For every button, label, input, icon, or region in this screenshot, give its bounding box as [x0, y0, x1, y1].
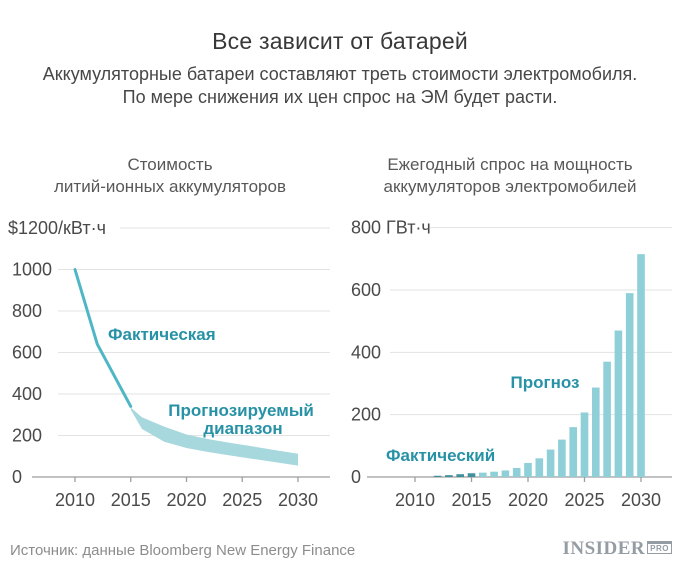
y-tick-label: 800 — [12, 301, 42, 321]
unit-label: $1200/кВт·ч — [8, 218, 106, 238]
series-label: Фактическая — [108, 325, 216, 344]
x-tick-label: 2030 — [278, 490, 318, 510]
x-tick-label: 2010 — [395, 490, 435, 510]
left-chart-title-line-1: Стоимость — [127, 155, 213, 174]
x-tick-label: 2020 — [166, 490, 206, 510]
series-label: Фактический — [386, 446, 495, 465]
page-title: Все зависит от батарей — [212, 28, 468, 54]
demand-bar-2023 — [558, 439, 566, 477]
right-chart-title-line-2: аккумуляторов электромобилей — [383, 177, 637, 196]
demand-bar-2012 — [433, 475, 442, 477]
demand-bar-2016 — [479, 472, 487, 477]
logo-pro-badge: PRO — [647, 541, 672, 554]
actual-cost-line — [73, 268, 133, 408]
x-tick-label: 2020 — [508, 490, 548, 510]
x-tick-label: 2015 — [451, 490, 491, 510]
demand-bar-2029 — [625, 293, 634, 477]
demand-bar-2028 — [614, 330, 623, 477]
demand-bar-2018 — [501, 470, 510, 477]
demand-bar-2024 — [569, 427, 577, 477]
x-tick-label: 2010 — [55, 490, 95, 510]
left-chart-title: Стоимость литий-ионных аккумуляторов — [5, 154, 335, 198]
x-tick-label: 2030 — [621, 490, 661, 510]
series-label: диапазон — [203, 419, 282, 438]
demand-bar-2027 — [603, 361, 611, 477]
right-chart-title: Ежегодный спрос на мощность аккумуляторо… — [345, 154, 675, 198]
x-tick-label: 2025 — [222, 490, 262, 510]
y-tick-label: 400 — [12, 384, 42, 404]
right-chart: 800 ГВт·ч 600 400 200 0 2010 2015 2020 2025 2030 Ф… — [351, 218, 672, 510]
demand-bar-2026 — [592, 387, 600, 477]
demand-bar-2025 — [580, 412, 589, 477]
demand-bar-2030 — [637, 254, 645, 477]
y-tick-label: 1000 — [12, 260, 52, 280]
y-tick-label: 200 — [351, 405, 381, 425]
insiderpro-logo: INSIDER PRO — [562, 538, 672, 560]
subtitle-line-1: Аккумуляторные батареи составляют треть … — [42, 64, 638, 84]
demand-bar-2013 — [445, 475, 453, 477]
y-tick-label: 0 — [351, 467, 361, 487]
source-note: Источник: данные Bloomberg New Energy Fi… — [10, 542, 356, 559]
left-chart-title-line-2: литий-ионных аккумуляторов — [54, 177, 286, 196]
y-tick-label: 0 — [12, 467, 22, 487]
subtitle-line-2: По мере снижения их цен спрос на ЭМ буде… — [122, 87, 558, 107]
series-label: Прогнозируемый — [168, 401, 314, 420]
y-tick-label: 400 — [351, 342, 381, 362]
demand-bar-2020 — [524, 462, 532, 477]
x-tick-label: 2015 — [111, 490, 151, 510]
right-chart-title-line-1: Ежегодный спрос на мощность — [387, 155, 633, 174]
page-subtitle: Аккумуляторные батареи составляют треть … — [0, 63, 680, 109]
demand-bar-2021 — [535, 458, 544, 477]
demand-bar-2015 — [467, 473, 476, 477]
series-label: Прогноз — [511, 373, 580, 392]
y-tick-label: 200 — [12, 426, 42, 446]
demand-bar-2017 — [490, 471, 498, 477]
demand-bar-2014 — [456, 474, 464, 477]
left-chart: $1200/кВт·ч 1000 800 600 400 200 0 2010 2015 2020… — [8, 218, 330, 510]
unit-label: 800 ГВт·ч — [351, 218, 431, 238]
logo-insider-text: INSIDER — [562, 538, 646, 559]
x-tick-label: 2025 — [564, 490, 604, 510]
y-tick-label: 600 — [12, 343, 42, 363]
forecast-range-band — [130, 407, 298, 466]
demand-bar-2022 — [546, 449, 555, 477]
y-tick-label: 600 — [351, 280, 381, 300]
demand-bar-2019 — [512, 467, 521, 477]
